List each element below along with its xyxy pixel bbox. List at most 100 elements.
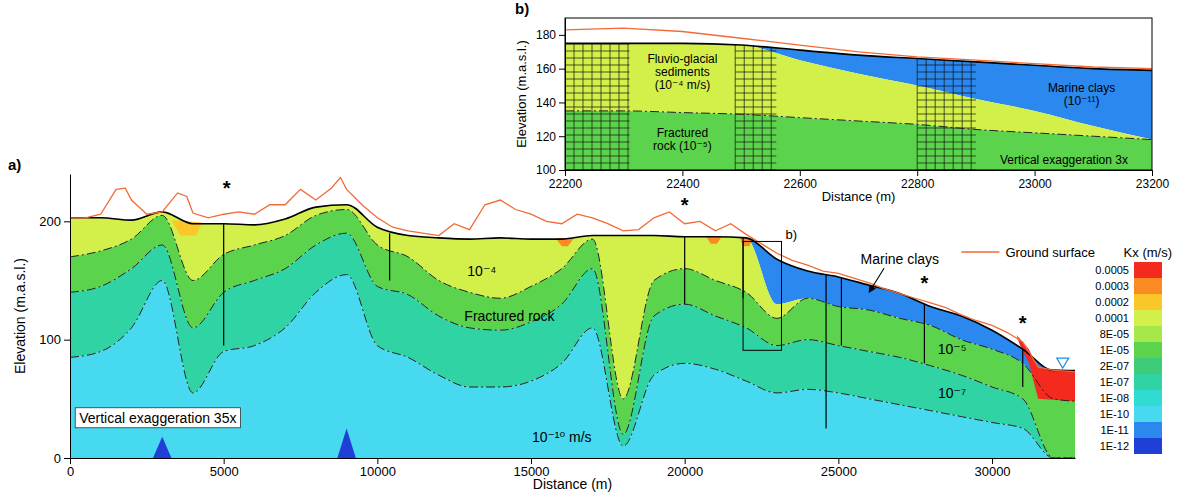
tick-label: 5000 [210, 464, 239, 479]
mesh-line [583, 18, 584, 170]
y-axis-line [70, 175, 71, 459]
annotation: (10⁻¹¹) [1064, 94, 1100, 108]
mesh-zone [917, 18, 976, 170]
mesh-line [917, 163, 976, 164]
marker-symbol: * [921, 272, 929, 294]
annotation-arrow [869, 268, 884, 292]
mesh-line [565, 142, 630, 143]
mesh-line [917, 86, 976, 87]
note: Vertical exaggeration 35x [79, 410, 236, 426]
tick: 23000 [1018, 170, 1052, 191]
tick-label: 200 [39, 214, 61, 229]
mesh-line [735, 156, 776, 157]
tick-mark [1152, 170, 1153, 176]
annotation: rock (10⁻⁵) [653, 139, 712, 153]
tick: 160 [536, 62, 565, 76]
colorbar-label: 0.0003 [1095, 280, 1129, 292]
mesh-line [565, 100, 630, 101]
x-axis: 222002240022600228002300023200 [549, 170, 1170, 191]
tick: 200 [39, 214, 70, 229]
tick-mark [64, 221, 70, 222]
marker-symbol: * [223, 177, 231, 199]
panel: b)0500010000150002000025000300000100200D… [8, 156, 1095, 492]
mesh-line [610, 18, 611, 170]
mesh-line [565, 93, 630, 94]
colorbar-label: 1E-05 [1100, 344, 1129, 356]
tick: 30000 [974, 458, 1010, 479]
colorbar-swatch [1134, 438, 1162, 454]
tick-label: 25000 [821, 464, 857, 479]
plot-area [70, 178, 1075, 458]
mesh-line [735, 128, 776, 129]
tick-mark [838, 458, 839, 464]
mesh-line [565, 58, 630, 59]
mesh-line [565, 149, 630, 150]
tick: 20000 [667, 458, 703, 479]
mesh-line [735, 121, 776, 122]
mesh-line [917, 107, 976, 108]
borehole [841, 278, 842, 345]
layer-boundary [70, 233, 1075, 458]
tick-mark [531, 458, 532, 464]
tick: 5000 [210, 458, 239, 479]
mesh-line [565, 72, 630, 73]
colorbar-label: 1E-11 [1100, 424, 1129, 436]
colorbar-swatch [1134, 342, 1162, 358]
y-axis: 0100200 [39, 175, 70, 466]
colorbar-swatch [1134, 358, 1162, 374]
panel-label: a) [8, 156, 21, 173]
annotation: Marine clays [861, 251, 940, 267]
mesh-line [917, 114, 976, 115]
tick: 22800 [901, 170, 935, 191]
panel: 2220022400226002280023000232001001201401… [514, 0, 1170, 204]
mesh-line [917, 65, 976, 66]
mesh-line [601, 18, 602, 170]
mesh-line [953, 18, 954, 170]
tick-mark [64, 458, 70, 459]
colorbar-label: 8E-05 [1100, 328, 1129, 340]
mesh-line [735, 149, 776, 150]
tick: 100 [536, 163, 565, 177]
mesh-line [735, 100, 776, 101]
tick-label: 160 [536, 62, 556, 76]
annotation: 10⁻¹⁰ m/s [532, 429, 592, 445]
borehole [389, 233, 390, 280]
mesh-line [735, 37, 776, 38]
colorbar-label: 0.0005 [1095, 264, 1129, 276]
tick-label: 10000 [360, 464, 396, 479]
zone-patch [337, 428, 355, 458]
tick-label: 22600 [784, 177, 818, 191]
mesh-line [735, 135, 776, 136]
mesh-line [735, 93, 776, 94]
colorbar-swatch [1134, 294, 1162, 310]
tick-mark [559, 136, 565, 137]
tick-mark [559, 35, 565, 36]
mesh-line [917, 135, 976, 136]
tick-label: 0 [54, 451, 61, 466]
mesh-line [735, 23, 776, 24]
mesh-line [565, 79, 630, 80]
mesh-line [735, 163, 776, 164]
colorbar-label: 1E-10 [1100, 408, 1129, 420]
mesh-line [565, 135, 630, 136]
legend-swatch [961, 251, 999, 253]
colorbar-swatch [1134, 278, 1162, 294]
tick-mark [377, 458, 378, 464]
mesh-line [917, 93, 976, 94]
layer-boundary [70, 275, 1075, 458]
tick-label: 23000 [1018, 177, 1052, 191]
tick-label: 23200 [1136, 177, 1170, 191]
colorbar-label: 1E-07 [1100, 376, 1129, 388]
plot-frame [565, 18, 1152, 170]
mesh-zone [735, 18, 776, 170]
tick-label: 120 [536, 130, 556, 144]
annotation: Fractured [657, 126, 708, 140]
mesh-line [565, 128, 630, 129]
annotation: 10⁻⁷ [938, 385, 966, 401]
y-axis-title: Elevation (m.a.s.l.) [12, 258, 28, 374]
annotation: 10⁻⁵ [938, 341, 967, 357]
borehole [223, 224, 224, 346]
mesh-line [917, 72, 976, 73]
mesh-line [917, 142, 976, 143]
figure: b)0500010000150002000025000300000100200D… [0, 0, 1178, 497]
